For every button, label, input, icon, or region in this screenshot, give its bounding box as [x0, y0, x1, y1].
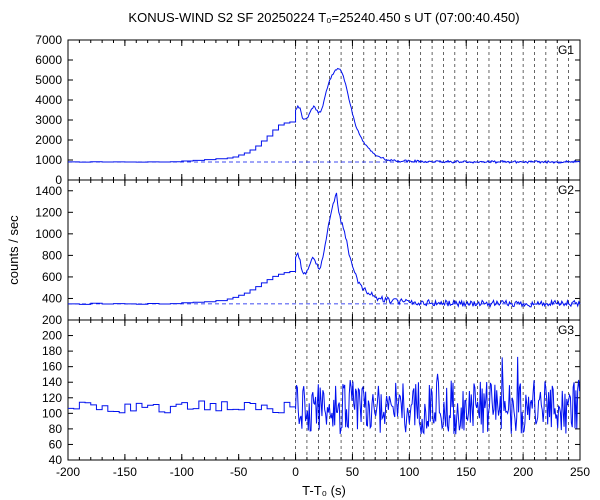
xtick-label: 50	[346, 465, 360, 479]
ytick-label: 1000	[35, 227, 62, 241]
ytick-label: 160	[42, 360, 62, 374]
panel-label: G2	[558, 183, 574, 197]
panel-label: G3	[558, 323, 574, 337]
data-series	[68, 193, 580, 307]
ytick-label: 4000	[35, 93, 62, 107]
data-series	[68, 68, 580, 163]
xtick-label: -200	[56, 465, 80, 479]
y-axis-label: counts / sec	[6, 215, 21, 285]
xtick-label: 150	[456, 465, 476, 479]
chart-title: KONUS-WIND S2 SF 20250224 T₀=25240.450 s…	[128, 10, 519, 25]
data-series	[68, 357, 580, 434]
ytick-label: 400	[42, 291, 62, 305]
ytick-label: 1200	[35, 205, 62, 219]
x-axis-label: T-T₀ (s)	[302, 483, 346, 498]
ytick-label: 140	[42, 375, 62, 389]
ytick-label: 120	[42, 391, 62, 405]
xtick-label: -50	[230, 465, 248, 479]
panel-label: G1	[558, 43, 574, 57]
ytick-label: 200	[42, 329, 62, 343]
ytick-label: 1400	[35, 184, 62, 198]
xtick-label: 0	[292, 465, 299, 479]
ytick-label: 7000	[35, 33, 62, 47]
ytick-label: 6000	[35, 53, 62, 67]
ytick-label: 3000	[35, 113, 62, 127]
xtick-label: -100	[170, 465, 194, 479]
ytick-label: 60	[49, 437, 63, 451]
ytick-label: 2000	[35, 133, 62, 147]
ytick-label: 80	[49, 422, 63, 436]
ytick-label: 5000	[35, 73, 62, 87]
ytick-label: 100	[42, 406, 62, 420]
xtick-label: -150	[113, 465, 137, 479]
panel-border	[68, 40, 580, 180]
xtick-label: 250	[570, 465, 590, 479]
xtick-label: 100	[399, 465, 419, 479]
xtick-label: 200	[513, 465, 533, 479]
ytick-label: 200	[42, 313, 62, 327]
ytick-label: 1000	[35, 153, 62, 167]
ytick-label: 800	[42, 248, 62, 262]
ytick-label: 180	[42, 344, 62, 358]
ytick-label: 600	[42, 270, 62, 284]
